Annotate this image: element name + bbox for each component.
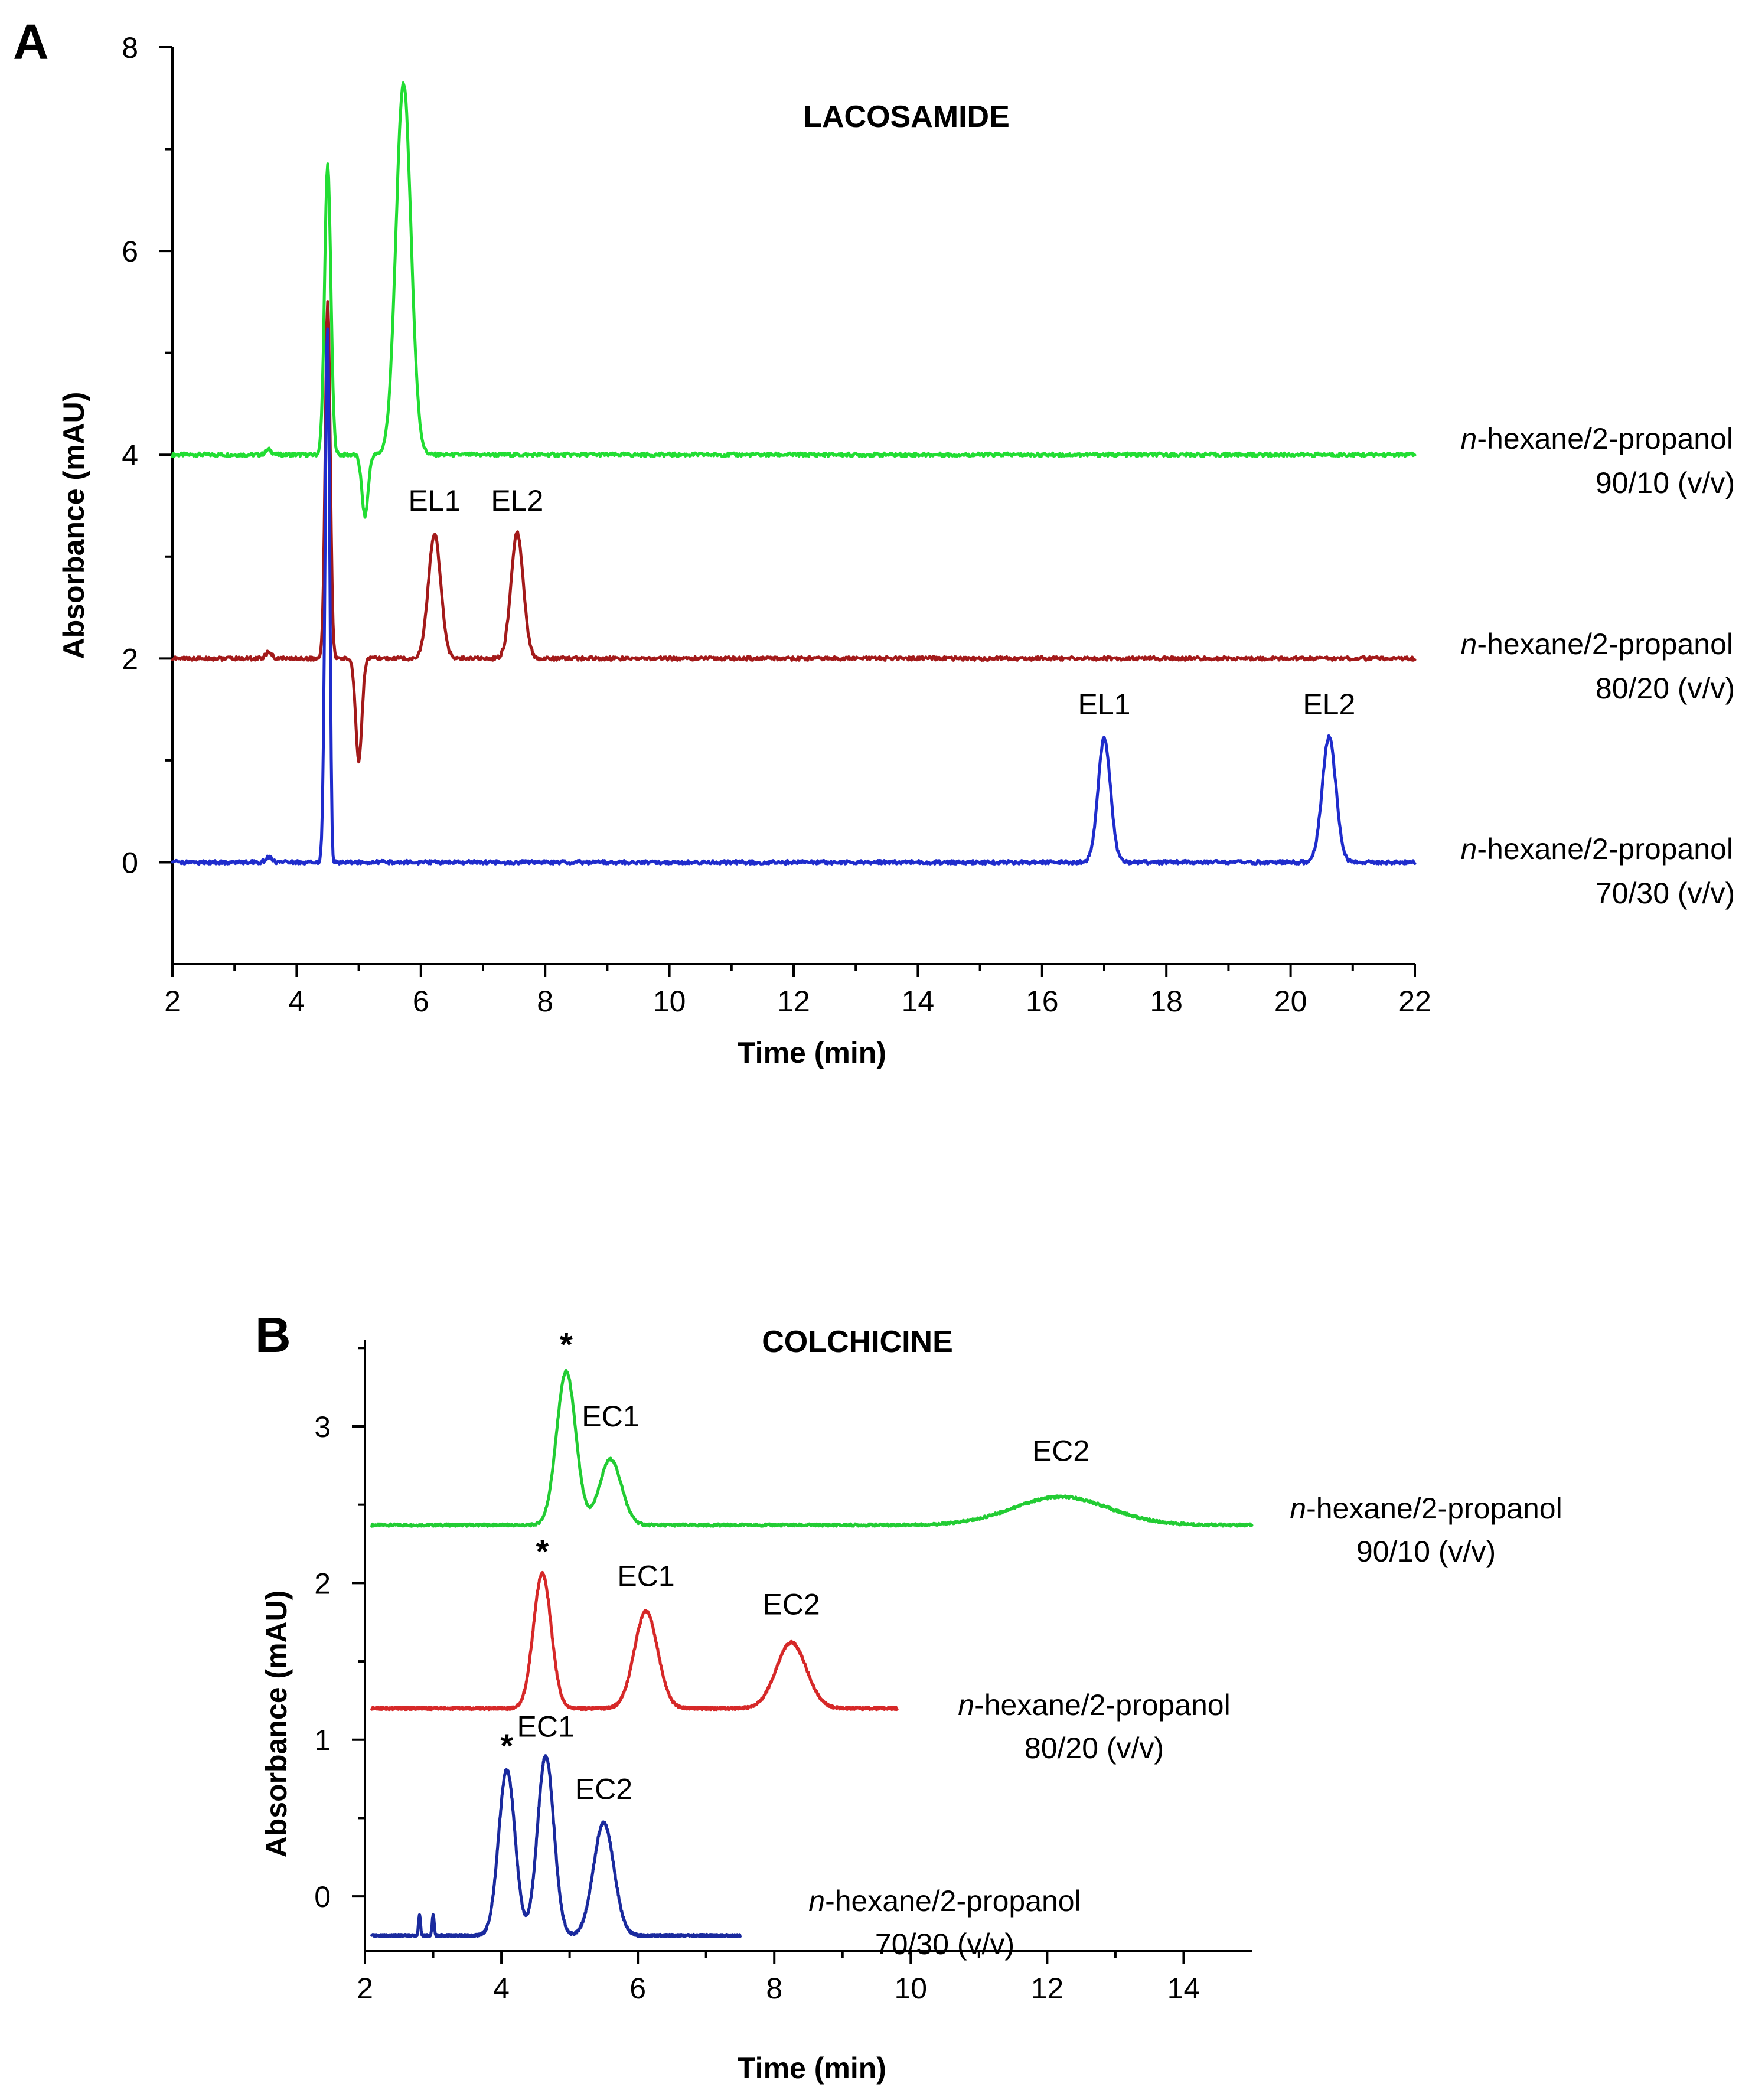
peak-label-ec1: EC1 [582, 1400, 639, 1433]
panel-a-axes: 2 4 6 8 10 12 14 16 18 20 22 0 2 4 6 8 [122, 31, 1431, 1018]
x-tick-label: 6 [413, 985, 429, 1018]
x-tick-label: 8 [537, 985, 553, 1018]
series-label-rest: -hexane/2-propanol [1477, 832, 1733, 866]
peak-label-ec2: EC2 [575, 1773, 632, 1806]
series-label-ratio: 80/20 (v/v) [1025, 1732, 1164, 1765]
x-tick-label: 4 [288, 985, 305, 1018]
panel-a-series [171, 81, 1417, 866]
series-label-prefix: n [1461, 832, 1477, 866]
series-label: n-hexane/2-propanol [1461, 422, 1733, 455]
series-line-80-20 [370, 1570, 899, 1712]
peak-label-el1: EL1 [408, 484, 461, 517]
y-tick-label: 0 [314, 1880, 331, 1913]
panel-b-series [370, 1369, 1254, 1938]
series-label-prefix: n [1461, 628, 1477, 661]
y-tick-label: 2 [314, 1567, 331, 1600]
series-label-ratio: 90/10 (v/v) [1356, 1535, 1496, 1568]
x-tick-label: 22 [1398, 985, 1431, 1018]
x-tick-label: 4 [493, 1972, 510, 2005]
series-label-rest: -hexane/2-propanol [974, 1689, 1231, 1722]
x-tick-label: 16 [1026, 985, 1059, 1018]
x-tick-label: 10 [653, 985, 686, 1018]
x-tick-label: 2 [357, 1972, 373, 2005]
peak-star-label: * [560, 1326, 573, 1363]
series-label-prefix: n [1290, 1492, 1306, 1525]
y-tick-label: 0 [122, 846, 138, 879]
series-label-prefix: n [1461, 422, 1477, 455]
y-tick-label: 8 [122, 31, 138, 64]
x-tick-label: 14 [1167, 1972, 1200, 2005]
series-line-80-20 [171, 300, 1417, 764]
series-label: n-hexane/2-propanol [958, 1689, 1230, 1722]
panel-a-title: LACOSAMIDE [803, 100, 1010, 134]
panel-b-x-axis-title: Time (min) [738, 2052, 886, 2085]
series-line-70-30 [171, 327, 1417, 866]
x-tick-label: 12 [777, 985, 810, 1018]
series-label: n-hexane/2-propanol [1461, 628, 1733, 661]
y-tick-label: 6 [122, 235, 138, 268]
peak-label-ec2: EC2 [762, 1588, 820, 1621]
peak-label-ec2: EC2 [1032, 1434, 1089, 1467]
y-tick-label: 4 [122, 439, 138, 472]
series-label: n-hexane/2-propanol [1461, 832, 1733, 866]
series-label: n-hexane/2-propanol [1290, 1492, 1562, 1525]
x-tick-label: 14 [902, 985, 935, 1018]
series-label-ratio: 90/10 (v/v) [1596, 466, 1735, 499]
panel-letter-a: A [13, 14, 49, 70]
panel-a-y-axis-title: Absorbance (mAU) [57, 392, 90, 659]
series-label-rest: -hexane/2-propanol [1477, 628, 1733, 661]
x-tick-label: 6 [629, 1972, 646, 2005]
panel-b-title: COLCHICINE [762, 1325, 953, 1359]
peak-label-el1: EL1 [1078, 688, 1131, 721]
series-label-rest: -hexane/2-propanol [1306, 1492, 1562, 1525]
x-tick-label: 2 [164, 985, 181, 1018]
x-tick-label: 12 [1031, 1972, 1064, 2005]
series-label-rest: -hexane/2-propanol [825, 1885, 1081, 1918]
series-line-90-10 [370, 1369, 1254, 1528]
x-tick-label: 18 [1150, 985, 1183, 1018]
series-label-rest: -hexane/2-propanol [1477, 422, 1733, 455]
peak-label-el2: EL2 [1303, 688, 1355, 721]
panel-letter-b: B [255, 1307, 291, 1363]
series-label-ratio: 80/20 (v/v) [1596, 672, 1735, 705]
peak-label-ec1: EC1 [517, 1710, 575, 1743]
series-line-90-10 [171, 81, 1417, 519]
y-tick-label: 1 [314, 1724, 331, 1757]
series-label-prefix: n [808, 1885, 825, 1918]
peak-star-label: * [500, 1727, 513, 1764]
peak-label-ec1: EC1 [617, 1560, 674, 1593]
peak-star-label: * [536, 1533, 549, 1570]
x-tick-label: 8 [766, 1972, 782, 2005]
panel-a-x-axis-title: Time (min) [738, 1036, 886, 1069]
series-label-ratio: 70/30 (v/v) [1596, 877, 1735, 910]
x-tick-label: 20 [1274, 985, 1307, 1018]
series-line-70-30 [370, 1754, 742, 1938]
series-label: n-hexane/2-propanol [808, 1885, 1081, 1918]
y-tick-label: 3 [314, 1410, 331, 1443]
series-label-prefix: n [958, 1689, 974, 1722]
y-tick-label: 2 [122, 642, 138, 675]
series-label-ratio: 70/30 (v/v) [875, 1928, 1014, 1961]
x-tick-label: 10 [894, 1972, 927, 2005]
peak-label-el2: EL2 [491, 484, 543, 517]
panel-b-y-axis-title: Absorbance (mAU) [260, 1590, 293, 1858]
